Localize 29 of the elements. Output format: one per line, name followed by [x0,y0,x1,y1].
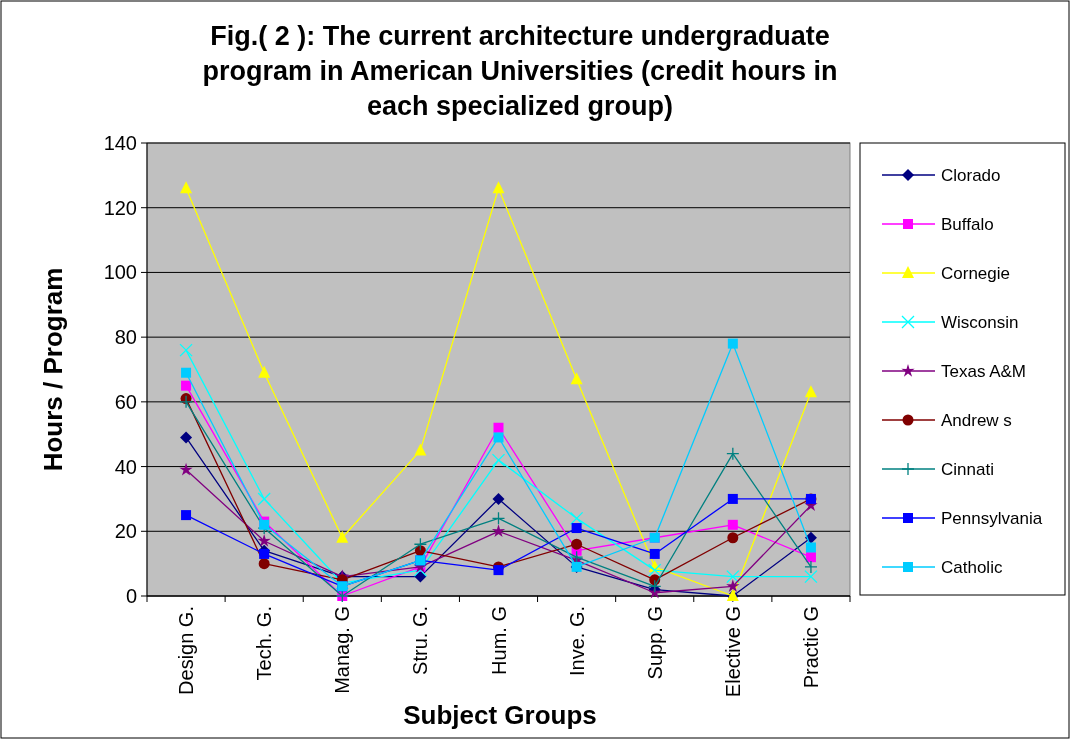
x-tick-label: Stru. G. [409,606,432,675]
y-tick-label: 120 [103,196,137,219]
legend-label: Cinnati [941,459,994,479]
y-tick-label: 40 [114,455,137,478]
y-tick-label: 60 [114,390,137,413]
x-tick-label: Supp. G [643,606,666,680]
x-tick-label: Hum. G [487,606,510,675]
legend-label: Wisconsin [941,312,1019,332]
y-tick-label: 80 [114,326,137,349]
y-tick-label: 20 [114,520,137,543]
x-axis-title: Subject Groups [403,700,597,730]
x-tick-label: Elective G [721,606,744,698]
legend-label: Cornegie [941,263,1010,283]
x-tick-label: Inve. G. [565,606,588,677]
legend-label: Texas A&M [941,361,1027,381]
legend-label: Pennsylvania [941,508,1043,528]
x-tick-label: Design G. [175,606,198,695]
y-tick-label: 140 [103,132,137,154]
legend-label: Clorado [941,165,1001,185]
x-tick-label: Manag. G [331,606,354,694]
legend-label: Catholic [941,557,1003,577]
chart-title: Fig.( 2 ): The current architecture undergraduate program in American Universities (credit hours in each specialized group) [202,21,838,121]
x-tick-label: Tech. G. [253,606,276,681]
y-tick-label: 100 [103,261,137,284]
legend-label: Andrew s [941,410,1012,430]
legend-label: Buffalo [941,214,994,234]
x-tick-label: Practic G [799,606,822,689]
y-axis-title: Hours / Program [38,267,68,472]
y-tick-label: 0 [125,585,137,607]
